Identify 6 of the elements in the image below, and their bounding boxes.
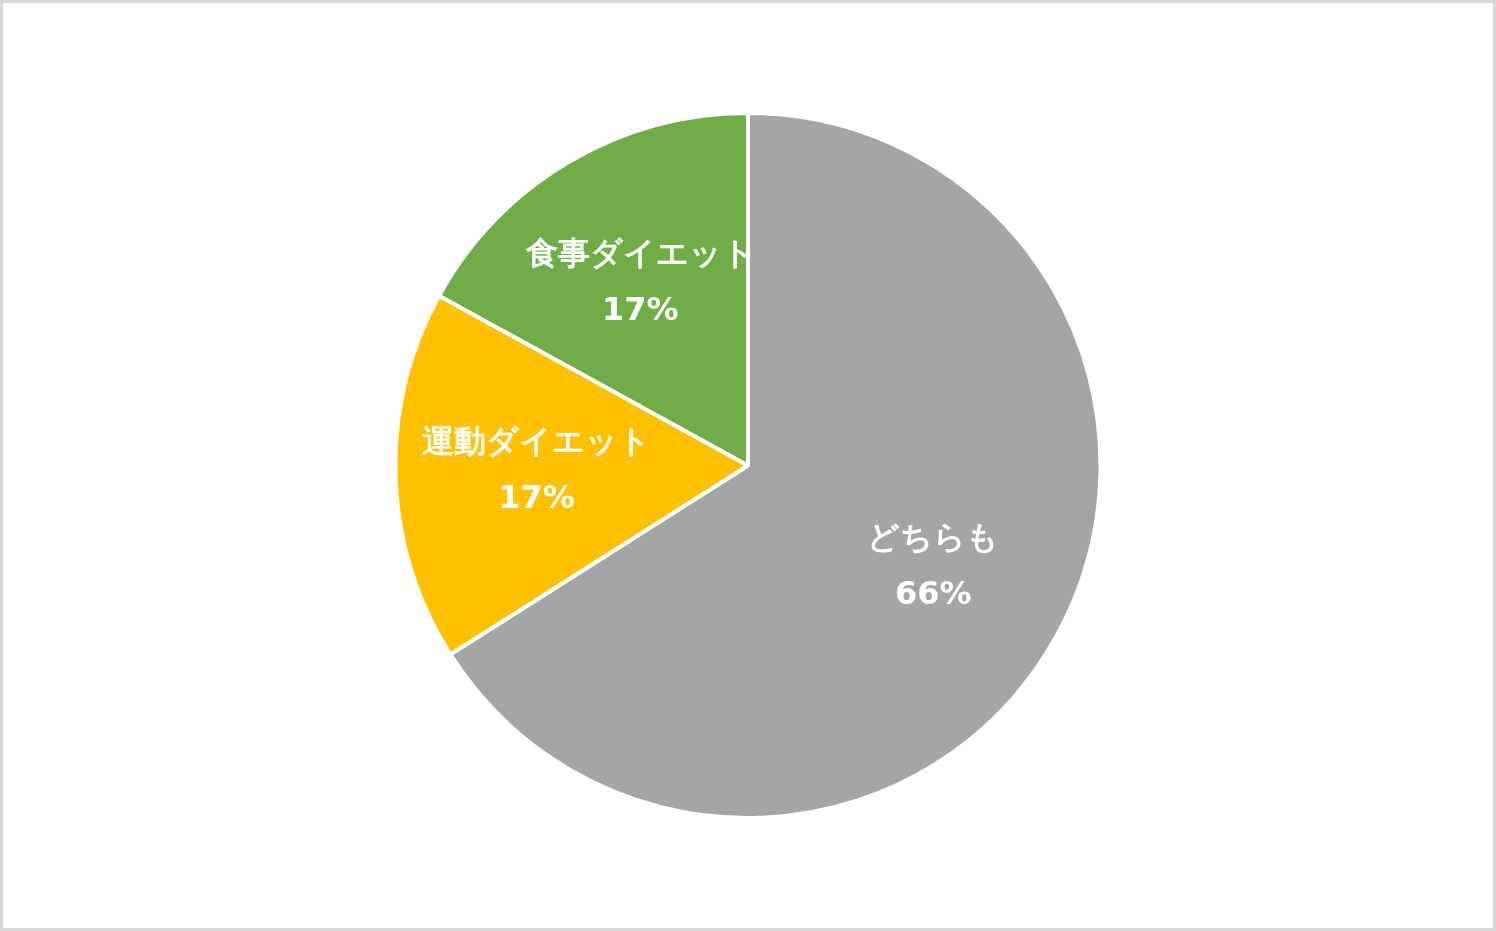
- data-label: 17%: [602, 289, 679, 328]
- slice-label: どちらも: [867, 517, 1000, 556]
- slice-label: 運動ダイエット: [422, 422, 652, 461]
- slice-label: 食事ダイエット: [524, 233, 755, 272]
- data-label: 66%: [895, 573, 972, 612]
- data-label: 17%: [498, 478, 575, 517]
